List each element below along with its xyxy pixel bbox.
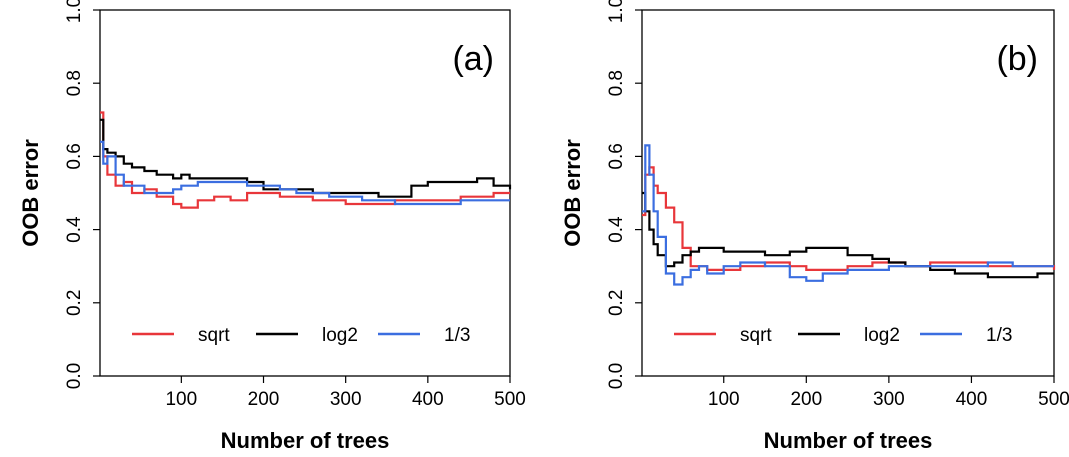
y-tick-label: 0.6 [64, 143, 85, 169]
y-tick-label: 0.4 [606, 216, 627, 243]
y-axis-label: OOB error [18, 139, 43, 247]
legend-label: sqrt [198, 325, 230, 346]
panel-label: (b) [996, 40, 1038, 78]
legend-label: 1/3 [986, 325, 1012, 346]
y-tick-label: 1.0 [606, 0, 627, 23]
series-line-1-3 [642, 144, 1054, 286]
y-tick-label: 0.4 [64, 216, 85, 243]
x-tick-label: 100 [708, 389, 740, 410]
y-tick-label: 0.8 [64, 70, 85, 96]
x-tick-label: 400 [412, 389, 444, 410]
y-tick-label: 0.0 [606, 363, 627, 389]
x-axis-label: Number of trees [764, 428, 933, 453]
y-tick-label: 0.0 [64, 363, 85, 389]
series-line-sqrt [100, 111, 510, 209]
x-tick-label: 300 [330, 389, 362, 410]
legend-label: log2 [322, 325, 358, 346]
series-line-1-3 [100, 140, 510, 206]
x-axis-label: Number of trees [221, 428, 390, 453]
series-line-log2 [100, 118, 512, 198]
y-tick-label: 0.8 [606, 70, 627, 96]
y-tick-label: 0.2 [64, 290, 85, 316]
x-tick-label: 400 [956, 389, 988, 410]
x-tick-label: 100 [165, 389, 197, 410]
legend-label: sqrt [740, 325, 772, 346]
chart-panel-b: 100 200 300 400 500 0.0 0.2 0.4 0.6 0.8 1.0 Number … [560, 0, 1069, 453]
chart-panel-a: 100 200 300 400 500 0.0 0.2 0.4 0.6 0.8 1.0 Number … [18, 0, 526, 453]
y-axis-label: OOB error [560, 139, 585, 247]
plot-frame [641, 9, 1055, 377]
legend-label: 1/3 [444, 325, 470, 346]
x-tick-label: 500 [1038, 389, 1069, 410]
x-tick-label: 300 [873, 389, 905, 410]
y-tick-label: 0.6 [606, 143, 627, 169]
x-tick-label: 200 [790, 389, 822, 410]
series-line-log2 [642, 191, 1054, 279]
panel-label: (a) [452, 40, 494, 78]
x-tick-label: 200 [248, 389, 280, 410]
legend-label: log2 [864, 325, 900, 346]
y-tick-label: 1.0 [64, 0, 85, 23]
y-tick-label: 0.2 [606, 290, 627, 316]
x-tick-label: 500 [494, 389, 526, 410]
